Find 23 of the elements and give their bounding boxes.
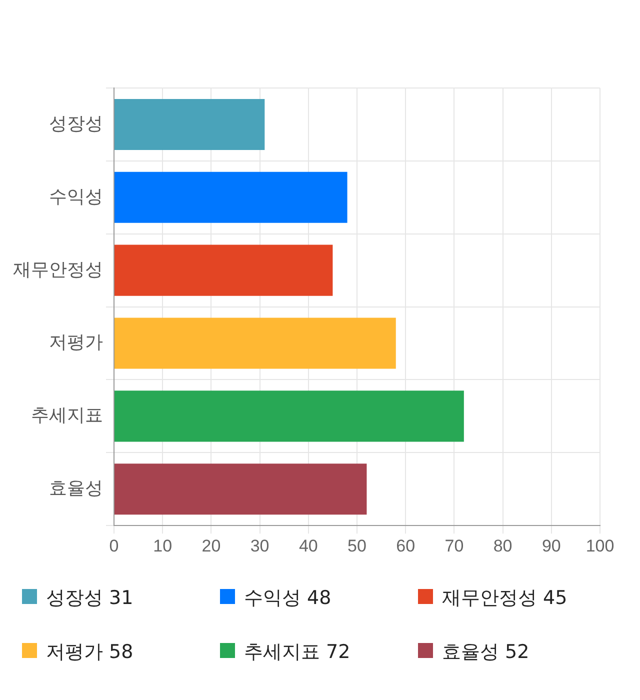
category-label: 추세지표 72 [244,641,350,663]
category-label: 저평가 58 [46,641,134,663]
x-tick-label: 40 [298,536,318,556]
y-tick-label: 재무안정성 [13,259,103,280]
y-tick-label: 효율성 [49,478,103,498]
x-tick-label: 30 [250,536,270,556]
y-tick-label: 추세지표 [31,405,103,426]
x-tick-label: 100 [586,536,614,556]
category-label: 수익성 48 [244,587,332,609]
x-tick-label: 10 [153,536,172,556]
x-tick-label: 80 [493,536,512,556]
x-tick-label: 70 [444,536,464,556]
y-tick-label: 수익성 [49,186,103,206]
x-tick-label: 60 [396,536,416,556]
y-tick-label: 저평가 [49,332,103,352]
y-tick-label: 성장성 [49,113,103,134]
category-label: 재무안정성 45 [442,587,568,609]
x-tick-label: 0 [109,536,119,556]
category-label: 성장성 31 [46,587,134,609]
x-tick-label: 50 [348,536,366,556]
x-tick-label: 20 [202,536,221,556]
x-tick-label: 90 [542,536,561,556]
category-label: 효율성 52 [442,641,530,663]
